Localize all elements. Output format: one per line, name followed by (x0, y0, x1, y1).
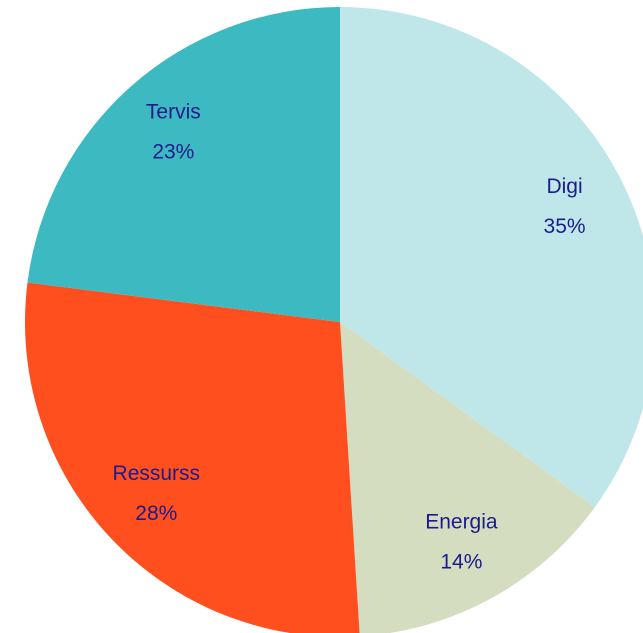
pie-slice (27, 7, 341, 322)
pie-slice (25, 282, 360, 633)
pie-slice (340, 322, 595, 633)
slice-category-label: Digi (546, 175, 582, 198)
labels: Digi 35% Energia 14% Ressurss 28% Tervis 23% (113, 101, 586, 574)
slice-value-label: 23% (152, 141, 194, 164)
slices (25, 7, 643, 633)
slice-category-label: Energia (425, 510, 498, 533)
slice-category-label: Tervis (146, 101, 201, 124)
slice-value-label: 28% (135, 502, 177, 525)
slice-value-label: 35% (544, 215, 586, 238)
slice-value-label: 14% (440, 550, 482, 573)
slice-category-label: Ressurss (113, 462, 201, 485)
pie-slice (340, 7, 643, 508)
